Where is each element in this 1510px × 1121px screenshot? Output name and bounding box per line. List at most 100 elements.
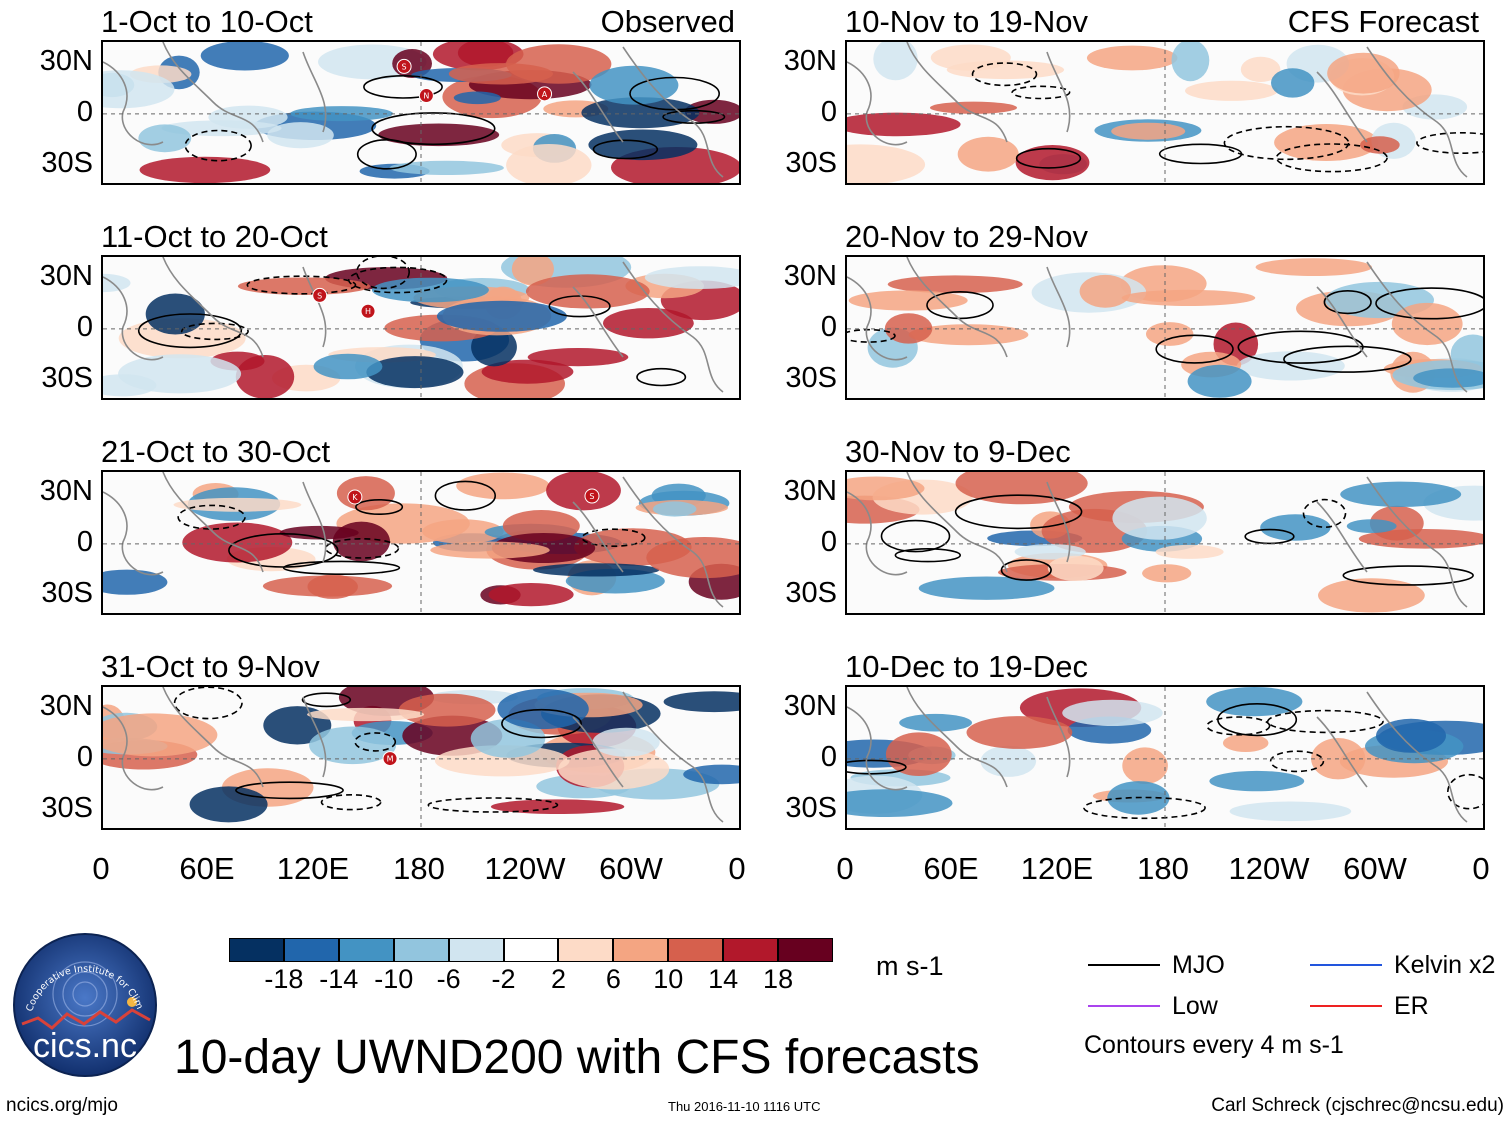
anomaly-blob	[966, 716, 1073, 749]
legend-swatch	[1310, 1005, 1382, 1007]
footer-url: ncics.org/mjo	[6, 1095, 118, 1116]
anomaly-blob	[506, 144, 592, 183]
anomaly-blob	[847, 144, 926, 183]
mjo-contour	[1275, 143, 1388, 173]
mjo-contour	[581, 528, 646, 547]
y-tick-label: 30N	[39, 475, 93, 508]
anomaly-blob	[139, 156, 271, 183]
anomaly-blob	[663, 691, 739, 713]
anomaly-blob	[457, 42, 514, 67]
x-tick-label: 0	[836, 851, 854, 886]
storm-marker: A	[537, 86, 553, 102]
anomaly-blob	[1360, 136, 1400, 154]
anomaly-blob	[1079, 274, 1131, 308]
colorbar-swatch	[558, 938, 614, 962]
coastline	[906, 42, 1008, 143]
colorbar-tick-label: 14	[708, 964, 739, 994]
anomaly-blob	[1327, 52, 1400, 94]
mjo-contour	[1011, 85, 1071, 100]
mjo-contour	[363, 75, 443, 99]
colorbar-swatch	[283, 938, 339, 962]
anomaly-blob	[389, 160, 504, 175]
colorbar-swatch	[503, 938, 559, 962]
coastline	[847, 491, 908, 576]
y-tick-label: 30S	[41, 146, 93, 179]
storm-marker: S	[312, 287, 328, 303]
mjo-contour	[894, 547, 962, 563]
anomaly-blob	[1260, 514, 1331, 541]
mjo-contour	[926, 290, 994, 320]
mjo-contour	[1266, 709, 1384, 734]
anomaly-blob	[366, 356, 464, 389]
mjo-contour	[434, 480, 496, 511]
y-tick-label: 0	[820, 740, 837, 773]
legend-label: Kelvin x2	[1394, 951, 1496, 979]
mjo-contour	[1155, 334, 1234, 364]
anomaly-blob	[103, 70, 175, 109]
panel-title: 1-Oct to 10-Oct	[101, 4, 313, 39]
mjo-contour	[177, 504, 246, 530]
anomaly-blob	[589, 65, 679, 105]
colorbar-tick-label: 18	[763, 964, 794, 994]
anomaly-blob	[527, 348, 629, 367]
anomaly-blob	[490, 799, 625, 814]
anomaly-blob	[208, 105, 288, 129]
anomaly-blob	[1391, 302, 1463, 346]
anomaly-blob	[1229, 801, 1352, 822]
anomaly-blob	[430, 541, 550, 559]
y-tick-label: 0	[76, 740, 93, 773]
anomaly-blob	[456, 472, 550, 500]
coastline	[1046, 696, 1071, 778]
cics-logo: Cooperative Institute for Climate and Sa…	[9, 924, 158, 1078]
coastline	[302, 266, 327, 348]
x-tick-label: 120W	[1228, 851, 1310, 886]
colorbar-swatch	[229, 938, 284, 962]
y-tick-label: 0	[820, 310, 837, 343]
coastline	[622, 261, 724, 393]
anomaly-blob	[847, 476, 925, 501]
anomaly-blob	[683, 764, 739, 785]
anomaly-blob	[1358, 529, 1483, 549]
x-tick-label: 0	[92, 851, 110, 886]
anomaly-blob	[235, 355, 295, 398]
mjo-contour	[246, 275, 357, 295]
contour-note: Contours every 4 m s-1	[1084, 1031, 1344, 1059]
x-tick-label: 60W	[599, 851, 663, 886]
y-tick-label: 30S	[785, 146, 837, 179]
coastline	[103, 61, 164, 146]
panel-title: 11-Oct to 20-Oct	[101, 219, 328, 254]
colorbar-tick-label: -2	[491, 964, 516, 994]
legend-label: Low	[1172, 992, 1218, 1020]
anomaly-field: A S N	[103, 42, 739, 183]
mjo-contour	[548, 295, 611, 318]
mjo-contour	[1000, 559, 1052, 581]
coastline	[302, 481, 327, 563]
anomaly-blob	[1185, 80, 1278, 101]
mjo-contour	[137, 313, 243, 349]
mjo-contour	[184, 129, 252, 162]
anomaly-blob	[1171, 42, 1210, 82]
anomaly-blob	[1255, 258, 1372, 276]
anomaly-blob	[1274, 124, 1379, 161]
anomaly-blob	[930, 101, 1017, 114]
anomaly-blob	[307, 707, 425, 722]
x-tick-label: 180	[393, 851, 445, 886]
anomaly-blob	[313, 353, 383, 380]
anomaly-blob	[237, 277, 371, 295]
x-tick-label: 180	[1137, 851, 1189, 886]
anomaly-blob	[525, 274, 650, 309]
coastline	[572, 501, 624, 573]
coastline	[1046, 51, 1071, 133]
anomaly-blob	[847, 789, 953, 817]
panel-title: 30-Nov to 9-Dec	[845, 434, 1071, 469]
mjo-contour	[354, 732, 397, 752]
anomaly-blob	[398, 693, 496, 727]
mjo-contour	[1223, 125, 1350, 161]
x-tick-label: 60W	[1343, 851, 1407, 886]
anomaly-blob	[448, 63, 553, 85]
anomaly-blob	[182, 522, 293, 563]
anomaly-field: SH	[103, 257, 739, 398]
y-tick-label: 30N	[783, 690, 837, 723]
